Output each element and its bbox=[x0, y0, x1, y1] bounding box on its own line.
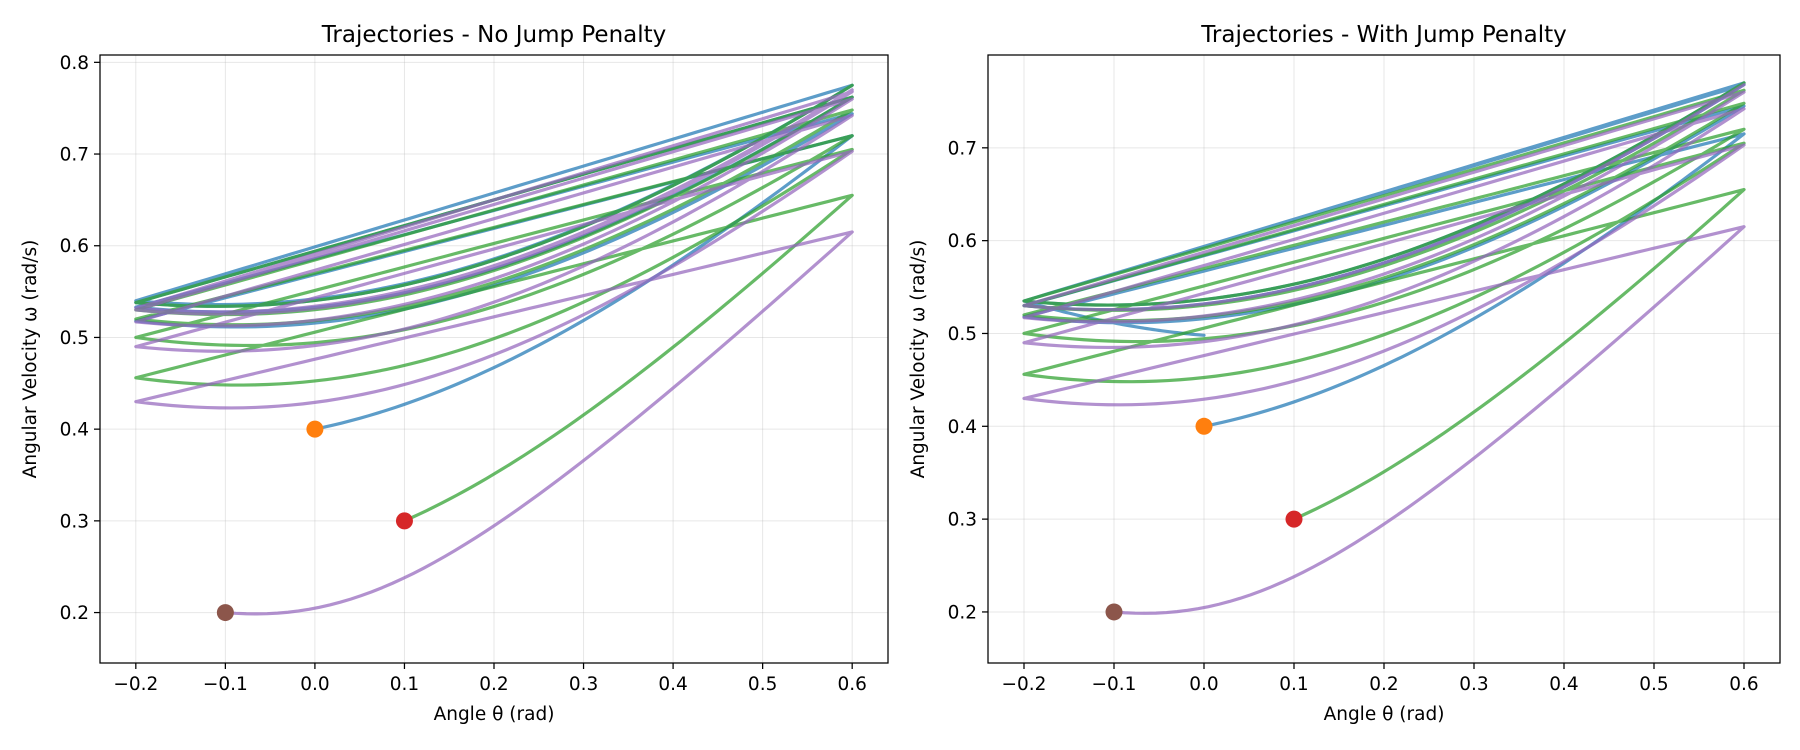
y-tick-label: 0.6 bbox=[60, 236, 89, 257]
x-tick-label: 0.3 bbox=[569, 674, 598, 695]
y-tick-label: 0.8 bbox=[60, 53, 89, 74]
start-point-marker-2 bbox=[1105, 603, 1123, 621]
x-tick-label: 0.6 bbox=[1729, 674, 1758, 695]
y-axis-label: Angular Velocity ω (rad/s) bbox=[908, 240, 929, 479]
plot-area bbox=[1022, 81, 1746, 621]
x-tick-label: 0.0 bbox=[1189, 674, 1218, 695]
start-point-marker-2 bbox=[216, 604, 234, 622]
x-tick-label: −0.1 bbox=[1092, 674, 1137, 695]
y-tick-label: 0.7 bbox=[60, 145, 89, 166]
y-tick-label: 0.4 bbox=[948, 417, 977, 438]
start-point-marker-1 bbox=[1285, 510, 1303, 528]
x-tick-label: 0.1 bbox=[390, 674, 419, 695]
start-point-marker-0 bbox=[1195, 417, 1213, 435]
y-tick-label: 0.6 bbox=[948, 231, 977, 252]
trajectory-line-1 bbox=[134, 83, 854, 523]
x-tick-label: 0.0 bbox=[300, 674, 329, 695]
y-tick-label: 0.2 bbox=[948, 602, 977, 623]
x-axis-label: Angle θ (rad) bbox=[434, 704, 555, 725]
x-tick-label: 0.1 bbox=[1279, 674, 1308, 695]
chart-title: Trajectories - No Jump Penalty bbox=[321, 22, 667, 48]
plot-area bbox=[134, 83, 854, 622]
x-tick-label: 0.6 bbox=[837, 674, 866, 695]
chart-title: Trajectories - With Jump Penalty bbox=[1200, 22, 1567, 48]
trajectory-line-2 bbox=[1022, 83, 1746, 615]
x-tick-label: 0.2 bbox=[1369, 674, 1398, 695]
x-tick-label: −0.1 bbox=[203, 674, 248, 695]
start-point-marker-0 bbox=[306, 420, 324, 438]
y-tick-label: 0.7 bbox=[948, 138, 977, 159]
x-tick-label: 0.5 bbox=[1639, 674, 1668, 695]
y-tick-label: 0.4 bbox=[60, 420, 89, 441]
y-tick-label: 0.3 bbox=[948, 510, 977, 531]
grid bbox=[988, 55, 1780, 663]
y-axis-label: Angular Velocity ω (rad/s) bbox=[20, 240, 41, 479]
x-tick-label: 0.5 bbox=[748, 674, 777, 695]
x-tick-label: 0.4 bbox=[658, 674, 687, 695]
x-tick-label: 0.4 bbox=[1549, 674, 1578, 695]
y-tick-label: 0.2 bbox=[60, 603, 89, 624]
y-tick-label: 0.5 bbox=[60, 328, 89, 349]
x-tick-label: −0.2 bbox=[1002, 674, 1047, 695]
x-tick-label: 0.2 bbox=[479, 674, 508, 695]
x-tick-label: −0.2 bbox=[113, 674, 158, 695]
subplot-with-jump-penalty: −0.2 −0.1 0.0 0.1 0.2 0.3 0.4 0.5 0.6 0.2 0.3 0.4 0.… bbox=[908, 22, 1781, 725]
trajectory-line-1 bbox=[1022, 81, 1746, 521]
x-tick-label: 0.3 bbox=[1459, 674, 1488, 695]
subplot-no-jump-penalty: −0.2 −0.1 0.0 0.1 0.2 0.3 0.4 0.5 0.6 0.2 0.3 0.4 0.… bbox=[20, 22, 889, 725]
start-point-marker-1 bbox=[395, 512, 413, 530]
x-axis-label: Angle θ (rad) bbox=[1324, 704, 1445, 725]
y-tick-label: 0.5 bbox=[948, 324, 977, 345]
trajectory-line-2 bbox=[134, 88, 854, 616]
y-tick-label: 0.3 bbox=[60, 511, 89, 532]
